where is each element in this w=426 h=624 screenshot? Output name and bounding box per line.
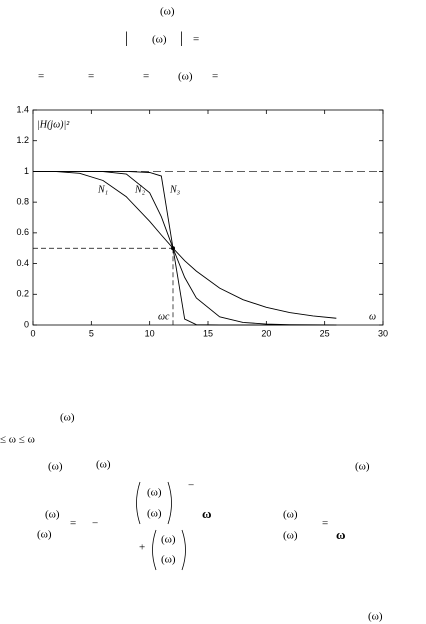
x-tick-label: 0: [30, 328, 35, 338]
fragment: (ω): [161, 554, 176, 566]
fragment: (ω): [355, 461, 370, 473]
fragment: (ω): [161, 534, 176, 546]
fragment: −: [188, 480, 194, 492]
fragment: =: [70, 518, 76, 530]
fragment: (ω): [283, 530, 298, 542]
x-tick-label: 20: [261, 328, 271, 338]
fragment: =: [88, 71, 94, 83]
fragment: (ω): [48, 461, 63, 473]
cutoff-label: ωc: [158, 311, 170, 322]
curve: [32, 170, 337, 319]
fragment: (ω): [60, 412, 75, 424]
fragment: (ω): [37, 529, 52, 541]
paren: [152, 529, 157, 571]
series-label: N₃: [169, 184, 181, 195]
paren: [167, 481, 172, 525]
series-label: N₂: [134, 184, 146, 195]
fragment: =: [38, 71, 44, 83]
fragment: (ω): [152, 34, 167, 46]
fragment: (ω): [178, 71, 193, 83]
fragment: ω: [336, 527, 346, 542]
y-tick-label: 0.6: [16, 227, 29, 237]
fragment: ω: [202, 506, 212, 521]
text-fragments: (ω) | (ω) | = = = = (ω) = (ω) ≤ ω ≤ ω (ω…: [0, 6, 383, 623]
fragment: (ω): [160, 6, 175, 18]
x-tick-label: 30: [378, 328, 388, 338]
series-label: N₁: [97, 184, 108, 195]
x-tick-label: 25: [320, 328, 330, 338]
y-tick-label: 1: [24, 166, 29, 176]
fragment: |: [180, 30, 183, 47]
paren: [136, 481, 141, 525]
y-tick-label: 1.4: [16, 104, 29, 114]
fragment: (ω): [45, 509, 60, 521]
fragment: (ω): [96, 459, 111, 471]
parentheses: [136, 481, 186, 571]
curve: [33, 170, 337, 326]
y-label-box: [36, 117, 82, 132]
y-tick-label: 0.2: [16, 289, 29, 299]
y-tick-label: 0: [24, 319, 29, 329]
x-tick-label: 10: [145, 328, 155, 338]
fragment: (ω): [368, 611, 383, 623]
fragment: =: [143, 71, 149, 83]
fragment: (ω): [283, 509, 298, 521]
x-tick-label: 5: [89, 328, 94, 338]
fragment: =: [212, 71, 218, 83]
fragment: ≤ ω ≤ ω: [0, 434, 35, 446]
cutoff-point: [171, 246, 175, 251]
fragment: −: [92, 518, 98, 530]
fragment: =: [322, 518, 328, 530]
paren: [181, 529, 186, 571]
fragment: (ω): [147, 508, 162, 520]
fragment: +: [139, 542, 145, 554]
y-tick-label: 0.4: [16, 258, 29, 268]
y-axis-label: |H(jω)|²: [37, 119, 70, 130]
y-tick-label: 1.2: [16, 135, 29, 145]
fragment: =: [193, 34, 199, 46]
plot-frame: [32, 109, 384, 326]
fragment: |: [125, 30, 128, 47]
chart: 0 0.2 0.4 0.6 0.8 1 1.2 1.4 0 5 10 15 20 25 30 N₁ N₂ N₃ |H…: [16, 104, 388, 338]
curve: [33, 170, 337, 326]
fragment: (ω): [147, 487, 162, 499]
y-tick-label: 0.8: [16, 197, 29, 207]
x-tick-label: 15: [203, 328, 213, 338]
x-axis-label: ω: [369, 311, 376, 322]
